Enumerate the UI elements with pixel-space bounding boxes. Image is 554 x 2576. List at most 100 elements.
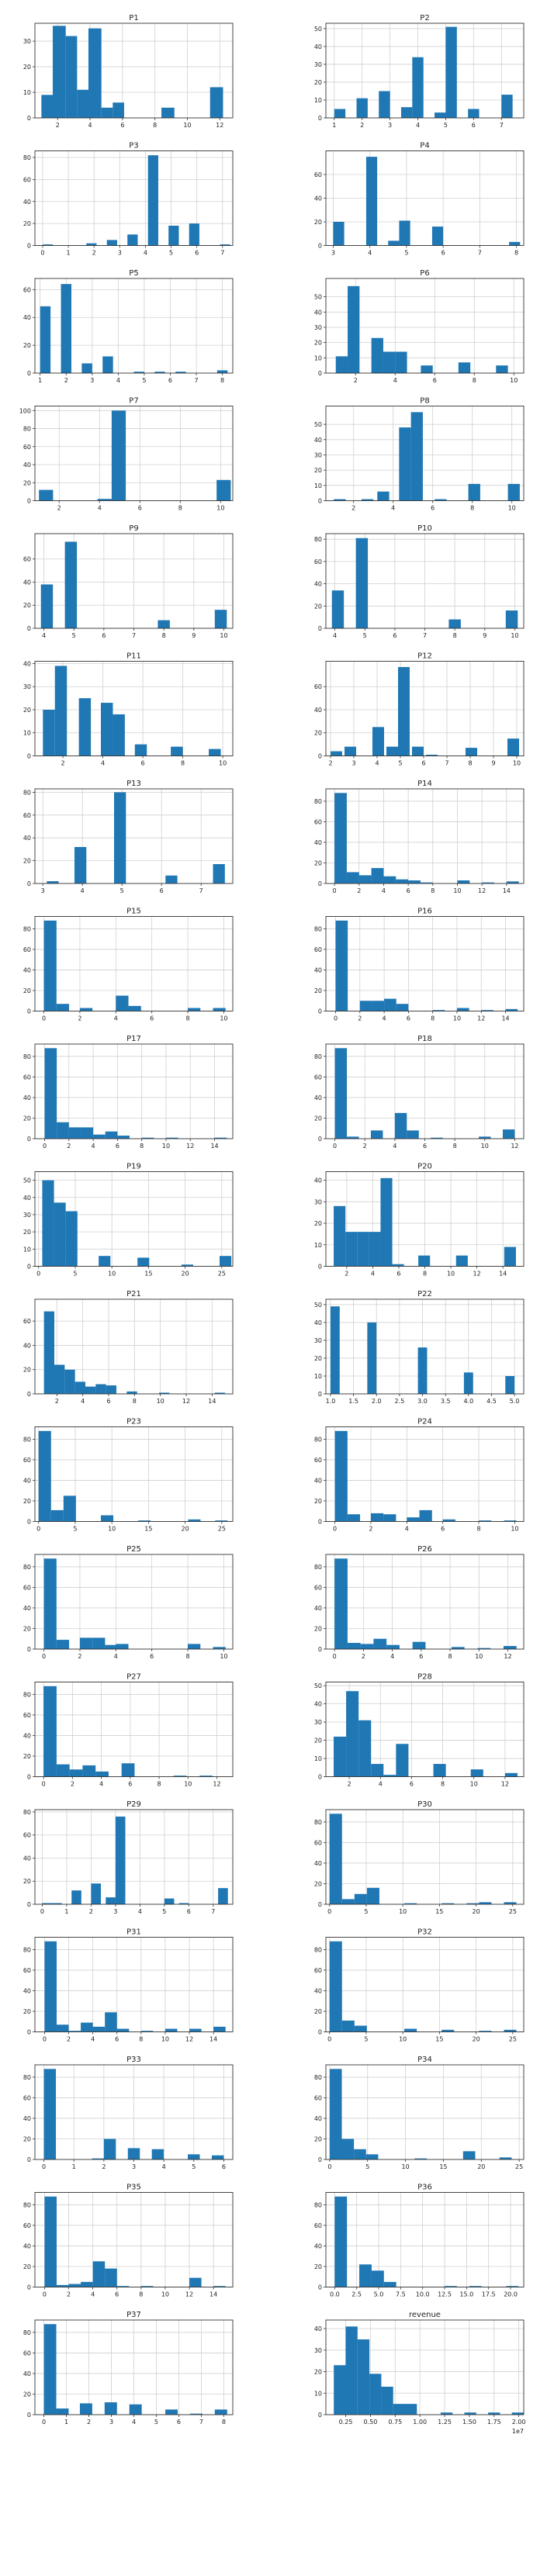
histogram-bar	[365, 157, 378, 246]
x-tick-label: 12	[186, 1143, 194, 1150]
x-tick-label: 2	[357, 887, 361, 894]
histogram-bar	[42, 1180, 54, 1267]
x-tick-label: 3	[388, 122, 392, 129]
x-tick-label: 2	[64, 377, 68, 384]
x-tick-label: 1.00	[413, 2419, 427, 2426]
subplot-p20: 2 4 6 8 10 12 14 0 10 20 30 40 P20	[314, 1163, 525, 1278]
x-tick-label: 0	[42, 1781, 46, 1788]
histogram-bar	[116, 2028, 130, 2032]
histogram-bar	[106, 1385, 116, 1394]
y-tick-label: 20	[23, 2391, 31, 2398]
y-tick-label: 0	[27, 2412, 31, 2419]
x-tick-label: 5	[365, 2163, 369, 2170]
histogram-bar	[138, 1520, 151, 1522]
histogram-bar	[358, 875, 372, 883]
histogram-bar	[115, 1816, 126, 1904]
y-tick-label: 40	[23, 1195, 31, 1202]
subplot-p31: 0 2 4 6 8 10 12 14 0 20 40 60 80 P31	[23, 1928, 234, 2043]
histogram-bar	[407, 1517, 420, 1522]
plot-frame	[34, 1682, 234, 1777]
y-tick-label: 60	[314, 2094, 322, 2101]
x-tick-label: 14	[503, 887, 511, 894]
x-tick-label: 20.0	[504, 2291, 518, 2298]
y-tick-label: 10	[314, 97, 322, 104]
x-tick-label: 4	[98, 505, 102, 512]
histogram-bar	[38, 1430, 51, 1522]
histogram-bar	[395, 351, 407, 373]
y-tick-label: 40	[314, 309, 322, 316]
x-tick-label: 9	[192, 632, 196, 639]
x-tick-label: 10	[511, 1526, 518, 1533]
x-tick-label: 14	[209, 2291, 217, 2298]
histogram-bar	[412, 746, 424, 756]
x-tick-label: 4	[391, 505, 395, 512]
subplot-title: P1	[129, 14, 138, 22]
y-tick-label: 20	[314, 467, 322, 474]
y-tick-label: 40	[314, 966, 322, 973]
x-tick-label: 9	[483, 632, 486, 639]
histogram-bar	[345, 746, 356, 756]
histogram-bar	[370, 1513, 384, 1522]
x-tick-label: 8	[453, 1143, 457, 1150]
x-tick-label: 10.0	[416, 2291, 430, 2298]
x-tick-label: 8	[185, 1653, 189, 1660]
x-tick-label: 1	[332, 122, 336, 129]
x-tick-label: 10	[510, 377, 518, 384]
x-tick-label: 3	[132, 2163, 136, 2170]
histogram-bar	[213, 2286, 226, 2287]
histogram-bar	[463, 1372, 473, 1394]
histogram-bar	[175, 372, 186, 373]
histogram-bar	[74, 1381, 85, 1394]
y-tick-label: 50	[314, 26, 322, 33]
x-tick-label: 14	[210, 1143, 218, 1150]
histogram-bar	[85, 1386, 96, 1394]
subplot-title: P6	[420, 269, 429, 278]
y-tick-label: 20	[23, 1753, 31, 1760]
histogram-bar	[105, 1644, 118, 1649]
subplot-title: P34	[417, 2056, 432, 2064]
histogram-bar	[488, 2412, 500, 2415]
histogram-bar	[354, 2025, 367, 2032]
histogram-bar	[354, 1893, 367, 1904]
histogram-bar	[334, 109, 346, 118]
histogram-bar	[366, 1887, 379, 1904]
histogram-bar	[499, 2157, 512, 2159]
subplot-p26: 0 2 4 6 8 10 12 0 20 40 60 80 P26	[314, 1545, 525, 1660]
histogram-bar	[441, 1903, 455, 1904]
y-tick-label: 50	[23, 1177, 31, 1184]
histogram-bar	[505, 1008, 518, 1011]
histogram-bar	[346, 1691, 359, 1777]
y-tick-label: 0	[27, 115, 31, 122]
histogram-bar	[93, 1134, 106, 1139]
x-tick-label: 8	[441, 1781, 445, 1788]
subplot-p12: 2 3 4 5 6 7 8 9 10 0 20 40 60 P12	[314, 652, 525, 767]
y-tick-label: 40	[23, 966, 31, 973]
y-tick-label: 0	[27, 498, 31, 505]
subplot-title: P11	[126, 652, 141, 661]
y-tick-label: 40	[23, 1987, 31, 1994]
histogram-bar	[334, 2196, 348, 2287]
subplot-title: P7	[129, 397, 138, 406]
y-tick-label: 40	[314, 1094, 322, 1101]
histogram-bar	[466, 1903, 480, 1904]
y-tick-label: 20	[314, 987, 322, 994]
y-tick-label: 20	[314, 1738, 322, 1744]
histogram-bar	[126, 1391, 137, 1394]
histogram-bar	[56, 2284, 69, 2287]
x-tick-label: 0.25	[339, 2419, 353, 2426]
plot-frame	[34, 916, 234, 1011]
histogram-bar	[77, 89, 88, 118]
x-tick-label: 2	[369, 1526, 372, 1533]
subplot-p10: 4 5 6 7 8 9 10 0 20 40 60 80 P10	[314, 524, 525, 639]
y-tick-label: 0	[318, 1136, 322, 1143]
plot-frame	[325, 1426, 525, 1522]
y-tick-label: 20	[314, 1355, 322, 1362]
histogram-bar	[56, 1764, 70, 1777]
subplot-title: P37	[126, 2311, 141, 2319]
subplot-p11: 2 4 6 8 10 0 10 20 30 40 P11	[23, 652, 234, 767]
x-tick-label: 1	[72, 2163, 76, 2170]
x-tick-label: 4.0	[463, 1398, 473, 1405]
y-tick-label: 20	[314, 1498, 322, 1505]
histogram-bar	[451, 1647, 465, 1649]
